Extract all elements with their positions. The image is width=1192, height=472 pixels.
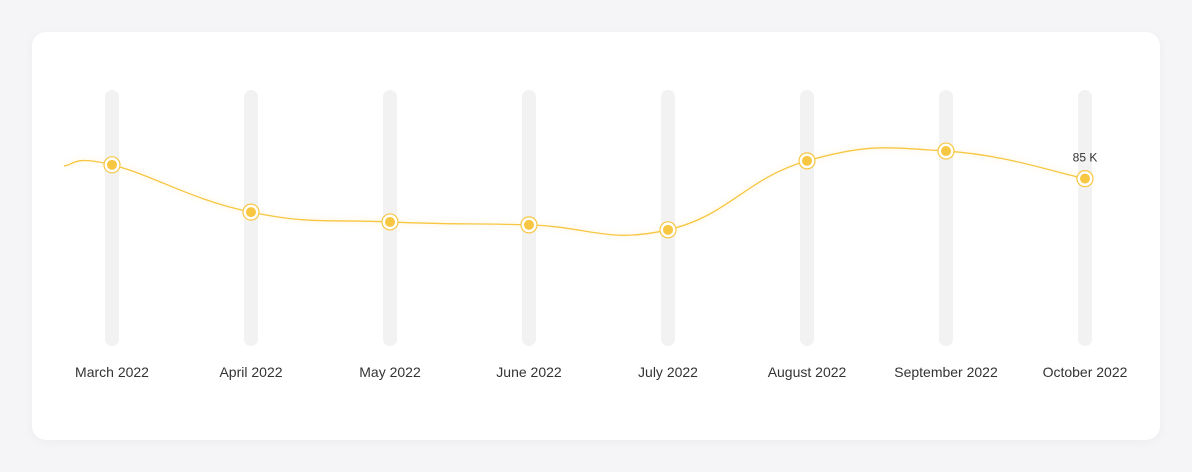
column-track — [1078, 90, 1092, 346]
series-line-layer — [63, 147, 1086, 236]
data-point[interactable] — [659, 221, 677, 239]
data-point[interactable] — [798, 152, 816, 170]
chart-card — [32, 32, 1160, 440]
x-tick-label: March 2022 — [75, 364, 149, 380]
column-track — [105, 90, 119, 346]
data-point-dot — [1080, 173, 1090, 184]
data-point[interactable] — [937, 142, 955, 160]
x-tick-label: October 2022 — [1043, 364, 1128, 380]
x-tick-label: August 2022 — [768, 364, 847, 380]
data-point-dot — [107, 159, 117, 170]
data-labels: 85 K — [1073, 151, 1098, 165]
data-point[interactable] — [103, 156, 121, 174]
data-points — [103, 142, 1094, 239]
data-point[interactable] — [1076, 170, 1094, 188]
data-point-dot — [524, 219, 534, 230]
column-track — [800, 90, 814, 346]
data-point-dot — [385, 216, 395, 227]
column-track — [661, 90, 675, 346]
x-tick-label: September 2022 — [894, 364, 998, 380]
column-track — [939, 90, 953, 346]
data-point[interactable] — [242, 203, 260, 221]
x-tick-label: April 2022 — [219, 364, 282, 380]
x-tick-label: May 2022 — [359, 364, 421, 380]
data-point-dot — [663, 224, 673, 235]
x-tick-label: June 2022 — [496, 364, 562, 380]
data-point-dot — [802, 155, 812, 166]
x-axis-labels: March 2022 April 2022 May 2022 June 2022 Jul… — [75, 364, 1128, 380]
data-label: 85 K — [1073, 151, 1098, 165]
data-point-dot — [246, 207, 256, 218]
x-tick-label: July 2022 — [638, 364, 698, 380]
data-point[interactable] — [520, 216, 538, 234]
data-point[interactable] — [381, 213, 399, 231]
data-point-dot — [941, 146, 951, 157]
series-line — [63, 147, 1086, 236]
